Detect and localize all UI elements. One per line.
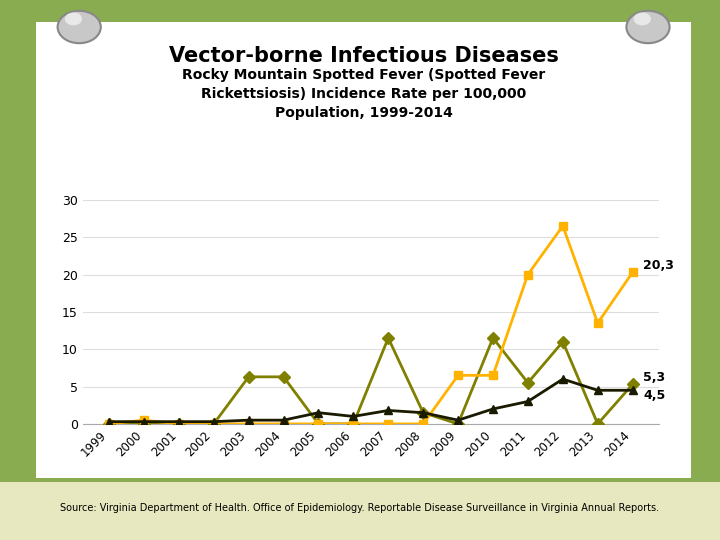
Greene [419, 409, 428, 416]
Nelson [174, 421, 183, 427]
Virginia [419, 409, 428, 416]
Virginia [244, 417, 253, 423]
Greene [593, 421, 602, 427]
Greene [349, 421, 358, 427]
Virginia [384, 407, 392, 414]
Virginia [629, 387, 637, 394]
Line: Virginia: Virginia [105, 375, 636, 426]
Greene [629, 381, 637, 388]
Nelson [419, 421, 428, 427]
Nelson [523, 271, 532, 278]
Line: Nelson: Nelson [105, 222, 636, 428]
Virginia [140, 418, 148, 425]
Text: Vector-borne Infectious Diseases: Vector-borne Infectious Diseases [168, 46, 559, 66]
Text: 5,3: 5,3 [643, 372, 665, 384]
Virginia [523, 399, 532, 405]
Greene [279, 374, 288, 380]
Text: Rocky Mountain Spotted Fever (Spotted Fever
Rickettsiosis) Incidence Rate per 10: Rocky Mountain Spotted Fever (Spotted Fe… [182, 68, 545, 120]
Greene [140, 421, 148, 427]
Legend: Greene, Nelson, Virginia: Greene, Nelson, Virginia [147, 517, 537, 540]
Nelson [349, 421, 358, 427]
Virginia [593, 387, 602, 394]
Text: 20,3: 20,3 [643, 259, 674, 272]
Greene [454, 421, 462, 427]
Virginia [349, 413, 358, 420]
Line: Greene: Greene [105, 334, 636, 428]
Nelson [314, 421, 323, 427]
Virginia [314, 409, 323, 416]
Nelson [210, 421, 218, 427]
Virginia [279, 417, 288, 423]
Nelson [593, 320, 602, 326]
Greene [523, 380, 532, 386]
Virginia [210, 418, 218, 425]
Virginia [454, 417, 462, 423]
Greene [174, 421, 183, 427]
Nelson [384, 421, 392, 427]
Greene [210, 421, 218, 427]
Greene [559, 339, 567, 345]
Virginia [104, 418, 113, 425]
Greene [384, 335, 392, 341]
Greene [104, 421, 113, 427]
Greene [244, 374, 253, 380]
Nelson [104, 421, 113, 427]
Nelson [559, 222, 567, 229]
Greene [314, 421, 323, 427]
Nelson [279, 421, 288, 427]
Nelson [629, 269, 637, 275]
Virginia [174, 418, 183, 425]
Nelson [140, 417, 148, 423]
Virginia [559, 376, 567, 382]
Text: Source: Virginia Department of Health. Office of Epidemiology. Reportable Diseas: Source: Virginia Department of Health. O… [60, 503, 660, 513]
Text: 4,5: 4,5 [643, 389, 665, 402]
Virginia [489, 406, 498, 412]
Nelson [244, 421, 253, 427]
Nelson [489, 372, 498, 379]
Greene [489, 335, 498, 341]
Nelson [454, 372, 462, 379]
